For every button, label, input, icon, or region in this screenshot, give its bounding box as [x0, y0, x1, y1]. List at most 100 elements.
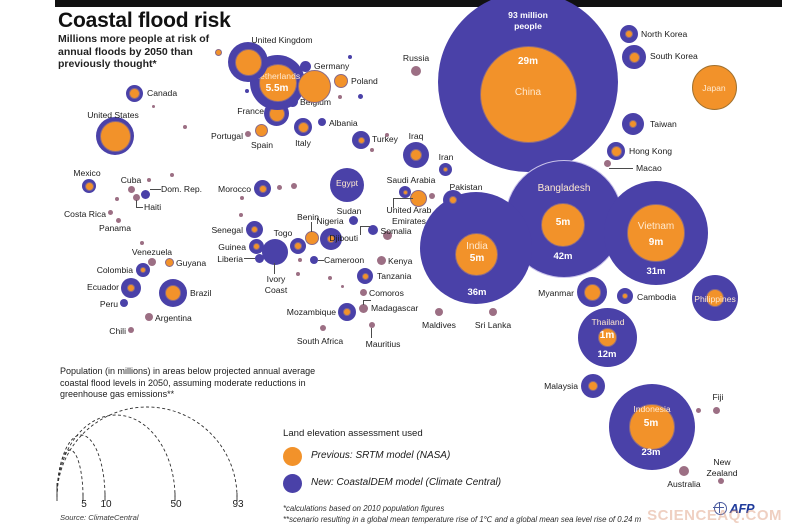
bubble-guyana	[165, 258, 174, 267]
bubble-misc-atlantic	[183, 125, 187, 129]
label-china-name: China	[514, 87, 542, 98]
label-turkey: Turkey	[372, 134, 398, 144]
label-tanzania: Tanzania	[377, 271, 412, 281]
bubble-germany-new	[300, 61, 311, 72]
leader-mauritius	[371, 328, 372, 338]
label-south-africa: South Africa	[296, 336, 344, 346]
label-sudan: Sudan	[336, 206, 362, 216]
label-indonesia-new: 23m	[641, 447, 661, 458]
bubble-mexico-previous	[85, 182, 94, 191]
label-costa-rica: Costa Rica	[63, 209, 106, 219]
label-madagascar: Madagascar	[371, 303, 419, 313]
page-title: Coastal flood risk	[58, 9, 231, 32]
scale-tick-93: 93	[232, 499, 244, 510]
bubble-maldives	[435, 308, 443, 316]
label-djibouti: Djibouti	[329, 233, 358, 243]
scale-legend-arcs	[56, 406, 238, 501]
label-nigeria: Nigeria	[316, 216, 344, 226]
label-venezuela: Venezuela	[131, 247, 173, 257]
label-india-previous: 5m	[469, 253, 485, 264]
label-iraq: Iraq	[408, 131, 424, 141]
bubble-misc-caribbean	[170, 173, 174, 177]
bubble-iran-previous	[443, 167, 448, 172]
bubble-pakistan-previous	[449, 196, 457, 204]
bubble-libya-small	[240, 196, 244, 200]
bubble-philippines-previous	[706, 289, 724, 307]
bubble-malaysia-previous	[588, 381, 598, 391]
label-saudi-arabia: Saudi Arabia	[386, 175, 436, 185]
label-thailand: Thailand	[591, 317, 625, 327]
bubble-taiwan-previous	[629, 120, 637, 128]
scale-tick-10: 10	[100, 499, 112, 510]
label-maldives: Maldives	[422, 320, 456, 330]
bubble-misc-africa-1	[296, 272, 300, 276]
bubble-new-zealand	[718, 478, 724, 484]
label-japan: Japan	[702, 83, 726, 93]
label-hong-kong: Hong Kong	[629, 146, 673, 156]
bubble-greece-small	[338, 95, 342, 99]
bubble-argentina	[145, 313, 153, 321]
label-myanmar: Myanmar	[538, 288, 574, 298]
leader-djibouti-v	[360, 226, 361, 235]
label-peru: Peru	[99, 299, 118, 309]
bubble-venezuela	[148, 258, 156, 266]
bubble-fiji	[696, 408, 701, 413]
leader-liberia	[244, 258, 255, 259]
bubble-spain-previous	[255, 124, 268, 137]
label-china-previous: 29m	[517, 56, 539, 67]
label-netherlands: Netherlands	[253, 71, 301, 81]
label-guyana: Guyana	[176, 258, 207, 268]
bubble-poland-previous	[334, 74, 348, 88]
bubble-ivory-coast-new	[262, 239, 288, 265]
bubble-thailand-previous	[598, 328, 617, 347]
bubble-japan	[692, 65, 737, 110]
bubble-caspian-small	[385, 133, 389, 137]
bubble-peru	[120, 299, 128, 307]
label-malaysia: Malaysia	[544, 381, 578, 391]
bubble-misc-samerica-1	[115, 197, 119, 201]
bubble-tanzania-previous	[362, 273, 369, 280]
bubble-south-korea-previous	[629, 52, 640, 63]
bubble-somalia	[383, 231, 392, 240]
label-sri-lanka: Sri Lanka	[474, 320, 512, 330]
bubble-australia	[679, 466, 689, 476]
bubble-sudan	[349, 216, 358, 225]
bubble-egypt-new	[330, 168, 364, 202]
bubble-denmark-small	[245, 89, 249, 93]
bubble-haiti	[133, 194, 140, 201]
leader-benin	[311, 222, 312, 232]
site-watermark: SCIENCEAQ.COM	[647, 507, 782, 524]
label-indonesia-previous: 5m	[643, 418, 659, 429]
bubble-fiji-2	[713, 407, 720, 414]
bubble-canada-previous	[129, 88, 140, 99]
bubble-india-previous	[455, 233, 498, 276]
leader-djibouti-h	[360, 226, 370, 227]
bubble-indonesia-previous	[629, 404, 675, 450]
label-united-kingdom: United Kingdom	[251, 35, 313, 45]
bubble-benin-previous	[305, 231, 319, 245]
bubble-togo-previous	[294, 242, 302, 250]
label-iran: Iran	[438, 152, 454, 162]
bubble-myanmar-previous	[584, 284, 601, 301]
globe-icon	[713, 501, 727, 515]
bubble-comoros	[360, 289, 367, 296]
bubble-macao	[604, 160, 611, 167]
leader-ivory-coast	[274, 263, 275, 274]
label-togo: Togo	[273, 228, 293, 238]
label-colombia: Colombia	[96, 265, 133, 275]
top-rule-right-gap	[782, 0, 800, 7]
label-australia: Australia	[667, 479, 701, 489]
source-credit: Source: ClimateCentral	[60, 513, 139, 522]
leader-dom-rep	[150, 189, 161, 190]
bubble-dom-rep	[141, 190, 150, 199]
bubble-germany-previous	[298, 70, 331, 103]
top-rule	[0, 0, 800, 7]
label-mauritius: Mauritius	[365, 339, 401, 349]
scale-tick-5: 5	[81, 499, 87, 510]
bubble-cuba	[128, 186, 135, 193]
bubble-turkey-previous	[358, 137, 365, 144]
label-thailand-new: 12m	[597, 349, 617, 360]
label-ecuador: Ecuador	[86, 282, 119, 292]
